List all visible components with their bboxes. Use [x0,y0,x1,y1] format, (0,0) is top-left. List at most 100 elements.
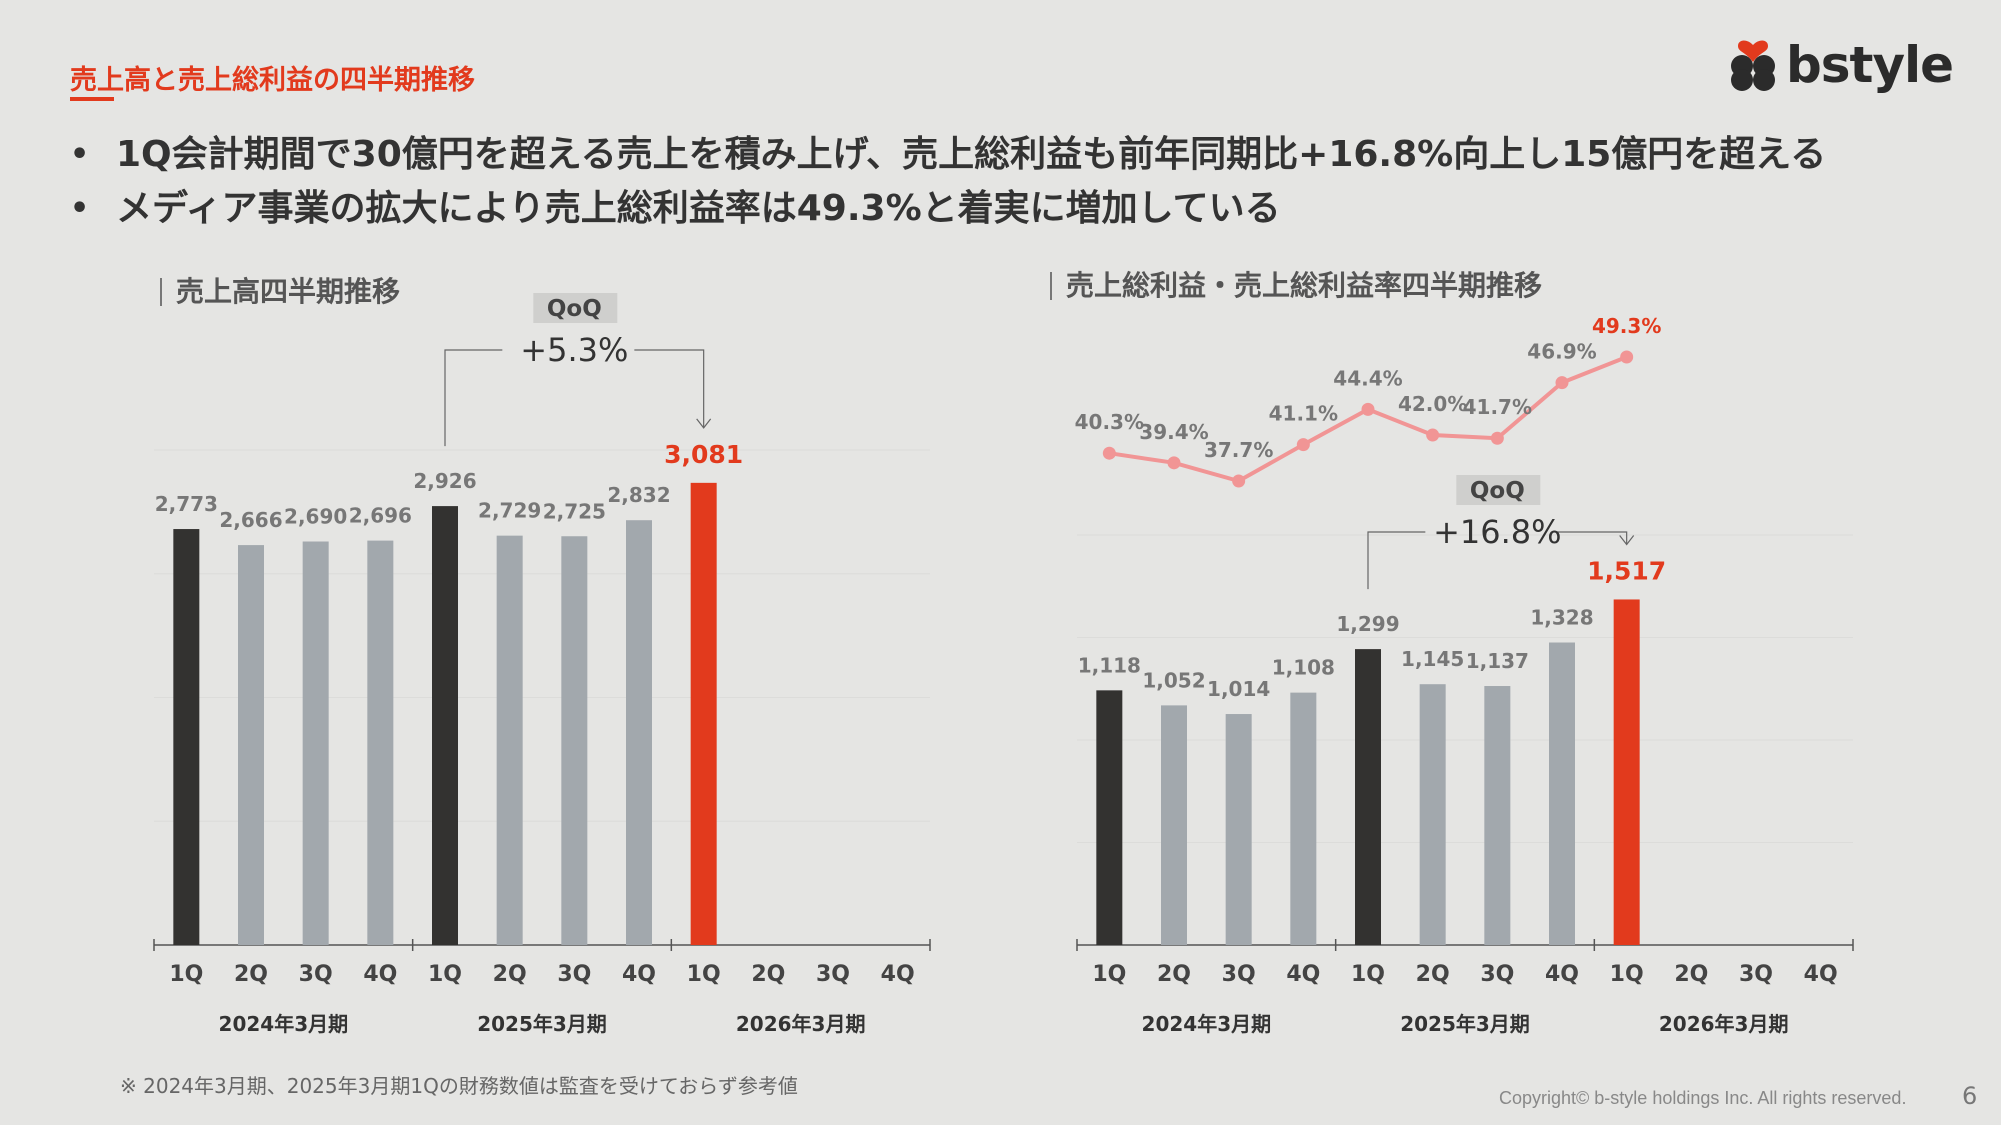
qoq-bracket-right [634,349,705,428]
bar [1419,684,1446,945]
x-tick-label: 1Q [169,962,203,987]
bar [1613,599,1640,945]
x-tick-label: 4Q [1286,962,1320,987]
qoq-bracket-left [1367,531,1426,590]
margin-value-label: 40.3% [1075,410,1144,434]
x-tick-label: 3Q [1222,962,1256,987]
bar-value-label: 2,729 [478,499,541,523]
margin-value-label: 44.4% [1333,366,1402,390]
margin-point [1490,431,1504,445]
x-group-label: 2024年3月期 [1142,1012,1272,1036]
margin-value-label: 46.9% [1527,340,1596,364]
bar-value-label: 1,137 [1466,649,1529,673]
x-tick-label: 4Q [1545,962,1579,987]
qoq-arrowhead-icon [696,418,712,429]
x-tick-label: 3Q [1739,962,1773,987]
bar-value-label: 2,832 [607,483,670,507]
bar-value-label: 1,014 [1207,677,1270,701]
bar-value-label: 2,696 [349,504,412,528]
bar [1549,642,1575,945]
page-number: 6 [1962,1082,1978,1110]
margin-value-label: 41.1% [1269,402,1338,426]
margin-point [1232,474,1246,488]
bar [1290,692,1317,945]
qoq-label-box [1456,475,1541,505]
footnote: ※ 2024年3月期、2025年3月期1Qの財務数値は監査を受けておらず参考値 [120,1074,798,1098]
margin-point [1167,456,1181,470]
x-tick-label: 2Q [234,962,268,987]
clover-heart-icon [1731,40,1775,91]
margin-value-label: 39.4% [1139,420,1208,444]
bar-value-label: 2,690 [284,505,347,529]
x-tick-label: 3Q [557,962,591,987]
x-tick-label: 4Q [622,962,656,987]
bar-value-label: 1,299 [1336,612,1399,636]
margin-point [1296,438,1310,452]
qoq-value: +5.3% [520,331,628,369]
margin-value-label: 49.3% [1592,314,1661,338]
bar-value-label: 1,108 [1272,656,1335,680]
bar-value-label: 1,145 [1401,647,1464,671]
bullet-list: • 1Q会計期間で30億円を超える売上を積み上げ、売上総利益も前年同期比+16.8… [68,128,1826,236]
x-group-label: 2024年3月期 [219,1012,349,1036]
margin-point [1102,446,1116,460]
bar [1355,649,1381,945]
logo-text: bstyle [1786,36,1954,94]
margin-point [1555,376,1569,390]
gross-profit-chart-title: 売上総利益・売上総利益率四半期推移 [1050,272,1542,300]
x-tick-label: 3Q [299,962,333,987]
bar-value-label: 1,052 [1142,668,1205,692]
qoq-value: +16.8% [1433,513,1561,551]
bar-value-label: 2,926 [413,469,476,493]
x-tick-label: 1Q [687,962,721,987]
x-tick-label: 4Q [881,962,915,987]
title-underline [70,97,114,101]
x-tick-label: 1Q [1610,962,1644,987]
margin-point [1361,402,1375,416]
qoq-label: QoQ [1470,478,1525,504]
bar [173,529,200,945]
bar [496,535,523,945]
bullet-item: • 1Q会計期間で30億円を超える売上を積み上げ、売上総利益も前年同期比+16.8… [70,134,1827,175]
copyright: Copyright© b-style holdings Inc. All rig… [1499,1088,1907,1108]
qoq-arrowhead-icon [1619,535,1635,546]
bar [1484,686,1511,945]
bullet-text: メディア事業の拡大により売上総利益率は49.3%と着実に増加している [116,188,1281,229]
qoq-label: QoQ [547,296,602,322]
bar [238,545,264,945]
bar-value-label: 2,725 [543,499,606,523]
bar [302,541,329,945]
x-tick-label: 3Q [816,962,850,987]
bullet-item: • メディア事業の拡大により売上総利益率は49.3%と着実に増加している [70,188,1281,229]
margin-point [1426,428,1440,442]
margin-value-label: 41.7% [1463,395,1532,419]
bstyle-logo: bstyle [1726,36,1954,96]
bar [690,482,717,945]
slide-title: 売上高と売上総利益の四半期推移 [70,65,475,96]
x-tick-label: 4Q [363,962,397,987]
x-tick-label: 4Q [1804,962,1838,987]
x-tick-label: 2Q [1674,962,1708,987]
bullet-text: 1Q会計期間で30億円を超える売上を積み上げ、売上総利益も前年同期比+16.8%… [116,134,1827,175]
x-tick-label: 3Q [1480,962,1514,987]
margin-value-label: 37.7% [1204,438,1273,462]
qoq-bracket-right [1557,531,1628,545]
margin-point [1620,350,1634,364]
bar-value-label: 1,118 [1078,653,1141,677]
bar-value-label: 2,773 [155,492,218,516]
sales-chart-title: 売上高四半期推移 [160,278,400,306]
bar [367,540,394,945]
bar [561,536,588,945]
bar [1096,690,1123,945]
x-tick-label: 1Q [428,962,462,987]
bar [432,506,458,945]
qoq-label-box [533,293,618,323]
x-tick-label: 2Q [1416,962,1450,987]
x-tick-label: 1Q [1351,962,1385,987]
x-tick-label: 1Q [1092,962,1126,987]
x-group-label: 2025年3月期 [477,1012,607,1036]
x-group-label: 2025年3月期 [1400,1012,1530,1036]
qoq-bracket-left [444,349,503,447]
x-group-label: 2026年3月期 [736,1012,866,1036]
x-tick-label: 2Q [751,962,785,987]
